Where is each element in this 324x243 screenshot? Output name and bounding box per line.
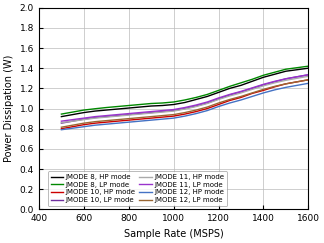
Y-axis label: Power Dissipation (W): Power Dissipation (W): [4, 55, 14, 162]
Legend: JMODE 8, HP mode, JMODE 8, LP mode, JMODE 10, HP mode, JMODE 10, LP mode, JMODE : JMODE 8, HP mode, JMODE 8, LP mode, JMOD…: [48, 171, 227, 206]
X-axis label: Sample Rate (MSPS): Sample Rate (MSPS): [124, 229, 224, 239]
